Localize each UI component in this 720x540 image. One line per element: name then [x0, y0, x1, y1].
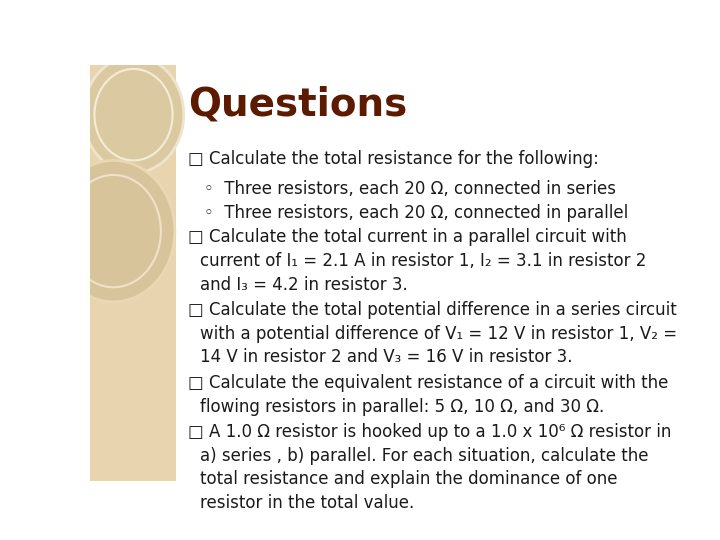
Text: □ Calculate the total resistance for the following:: □ Calculate the total resistance for the…	[188, 150, 598, 168]
Text: □ Calculate the total current in a parallel circuit with: □ Calculate the total current in a paral…	[188, 228, 626, 246]
Text: ◦  Three resistors, each 20 Ω, connected in series: ◦ Three resistors, each 20 Ω, connected …	[204, 180, 616, 198]
Text: □ Calculate the total potential difference in a series circuit: □ Calculate the total potential differen…	[188, 301, 676, 319]
Text: a) series , b) parallel. For each situation, calculate the: a) series , b) parallel. For each situat…	[200, 447, 649, 465]
Text: □ Calculate the equivalent resistance of a circuit with the: □ Calculate the equivalent resistance of…	[188, 374, 668, 392]
Text: ◦  Three resistors, each 20 Ω, connected in parallel: ◦ Three resistors, each 20 Ω, connected …	[204, 204, 629, 222]
Text: Questions: Questions	[188, 85, 407, 124]
Ellipse shape	[52, 160, 175, 302]
Ellipse shape	[84, 57, 184, 173]
Text: □ A 1.0 Ω resistor is hooked up to a 1.0 x 10⁶ Ω resistor in: □ A 1.0 Ω resistor is hooked up to a 1.0…	[188, 423, 671, 441]
Text: and I₃ = 4.2 in resistor 3.: and I₃ = 4.2 in resistor 3.	[200, 275, 408, 294]
Text: resistor in the total value.: resistor in the total value.	[200, 494, 414, 512]
Text: current of I₁ = 2.1 A in resistor 1, I₂ = 3.1 in resistor 2: current of I₁ = 2.1 A in resistor 1, I₂ …	[200, 252, 647, 270]
Text: with a potential difference of V₁ = 12 V in resistor 1, V₂ =: with a potential difference of V₁ = 12 V…	[200, 325, 677, 343]
Text: 14 V in resistor 2 and V₃ = 16 V in resistor 3.: 14 V in resistor 2 and V₃ = 16 V in resi…	[200, 348, 572, 367]
Text: total resistance and explain the dominance of one: total resistance and explain the dominan…	[200, 470, 618, 489]
Text: flowing resistors in parallel: 5 Ω, 10 Ω, and 30 Ω.: flowing resistors in parallel: 5 Ω, 10 Ω…	[200, 397, 604, 416]
FancyBboxPatch shape	[90, 65, 176, 481]
